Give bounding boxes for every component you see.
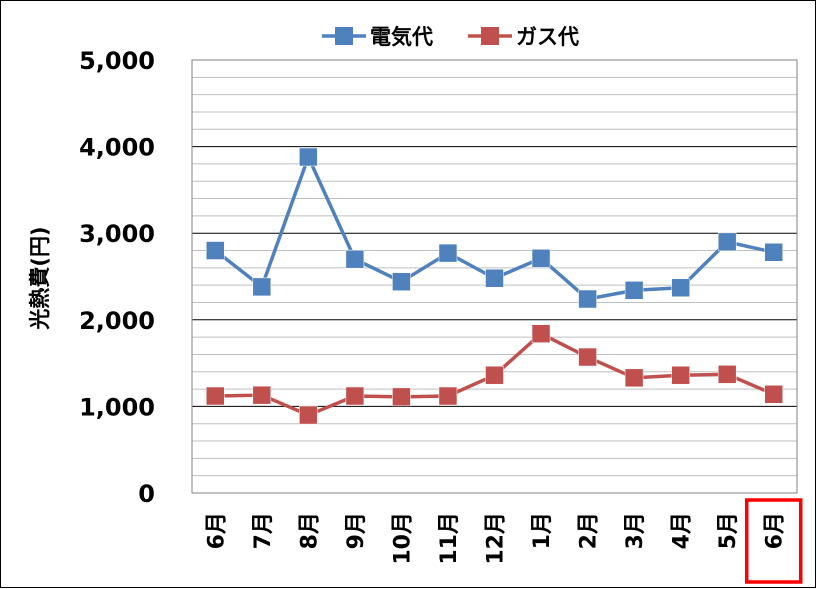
x-tick-label: 6月	[204, 512, 229, 549]
data-point-marker	[438, 243, 458, 263]
y-tick-label: 3,000	[79, 220, 155, 248]
plot-area-frame	[191, 59, 798, 494]
data-point-marker	[206, 386, 225, 406]
y-tick-label: 0	[138, 480, 155, 508]
legend-marker	[481, 27, 499, 45]
data-point-marker	[345, 386, 365, 406]
data-point-marker	[438, 386, 458, 406]
data-point-marker	[764, 243, 783, 262]
data-point-marker	[717, 232, 737, 252]
legend-label: ガス代	[516, 25, 579, 49]
data-point-marker	[717, 365, 737, 384]
legend-marker	[335, 27, 353, 45]
data-point-marker	[624, 281, 644, 300]
x-tick-label: 6月	[763, 512, 788, 549]
data-point-marker	[531, 324, 551, 343]
legend: 電気代 ガス代	[322, 25, 579, 49]
data-point-marker	[485, 268, 504, 288]
x-axis-ticks: 6月 7月 8月 9月 10月 11月 12月 1月 2月 3月 4月 5月 6月	[204, 512, 787, 565]
y-tick-label: 1,000	[79, 393, 155, 421]
legend-label: 電気代	[370, 25, 433, 49]
x-tick-label: 12月	[484, 512, 509, 565]
data-point-marker	[252, 385, 272, 405]
x-tick-label: 1月	[530, 512, 555, 549]
data-point-marker	[531, 249, 551, 268]
y-tick-label: 2,000	[79, 307, 155, 335]
x-tick-label: 9月	[344, 512, 369, 549]
series-layer	[206, 147, 783, 425]
data-point-marker	[299, 405, 318, 425]
x-tick-label: 4月	[670, 512, 695, 549]
x-tick-label: 11月	[437, 512, 462, 565]
data-point-marker	[671, 278, 690, 298]
data-point-marker	[578, 347, 597, 367]
highlight-box	[744, 498, 803, 584]
y-axis-ticks: 0 1,000 2,000 3,000 4,000 5,000	[79, 47, 155, 508]
x-tick-label: 3月	[623, 512, 648, 549]
y-tick-label: 4,000	[79, 134, 155, 162]
data-point-marker	[392, 387, 411, 407]
data-point-marker	[206, 241, 225, 260]
data-point-marker	[345, 249, 365, 269]
x-tick-label: 2月	[577, 512, 602, 549]
y-tick-label: 5,000	[79, 47, 155, 75]
x-tick-label: 7月	[251, 512, 276, 549]
y-axis-label: 光熱費(円)	[28, 226, 52, 330]
grid-lines	[192, 76, 797, 477]
data-point-marker	[578, 289, 597, 309]
data-point-marker	[299, 147, 318, 167]
data-point-marker	[485, 365, 504, 385]
data-point-marker	[671, 365, 690, 385]
x-tick-label: 8月	[297, 512, 322, 549]
data-point-marker	[252, 277, 272, 297]
data-point-marker	[764, 385, 783, 404]
data-point-marker	[392, 272, 411, 291]
series-2	[206, 324, 783, 425]
x-tick-label: 5月	[716, 512, 741, 549]
series-1	[206, 147, 783, 309]
data-point-marker	[624, 368, 644, 388]
x-tick-label: 10月	[390, 512, 415, 565]
